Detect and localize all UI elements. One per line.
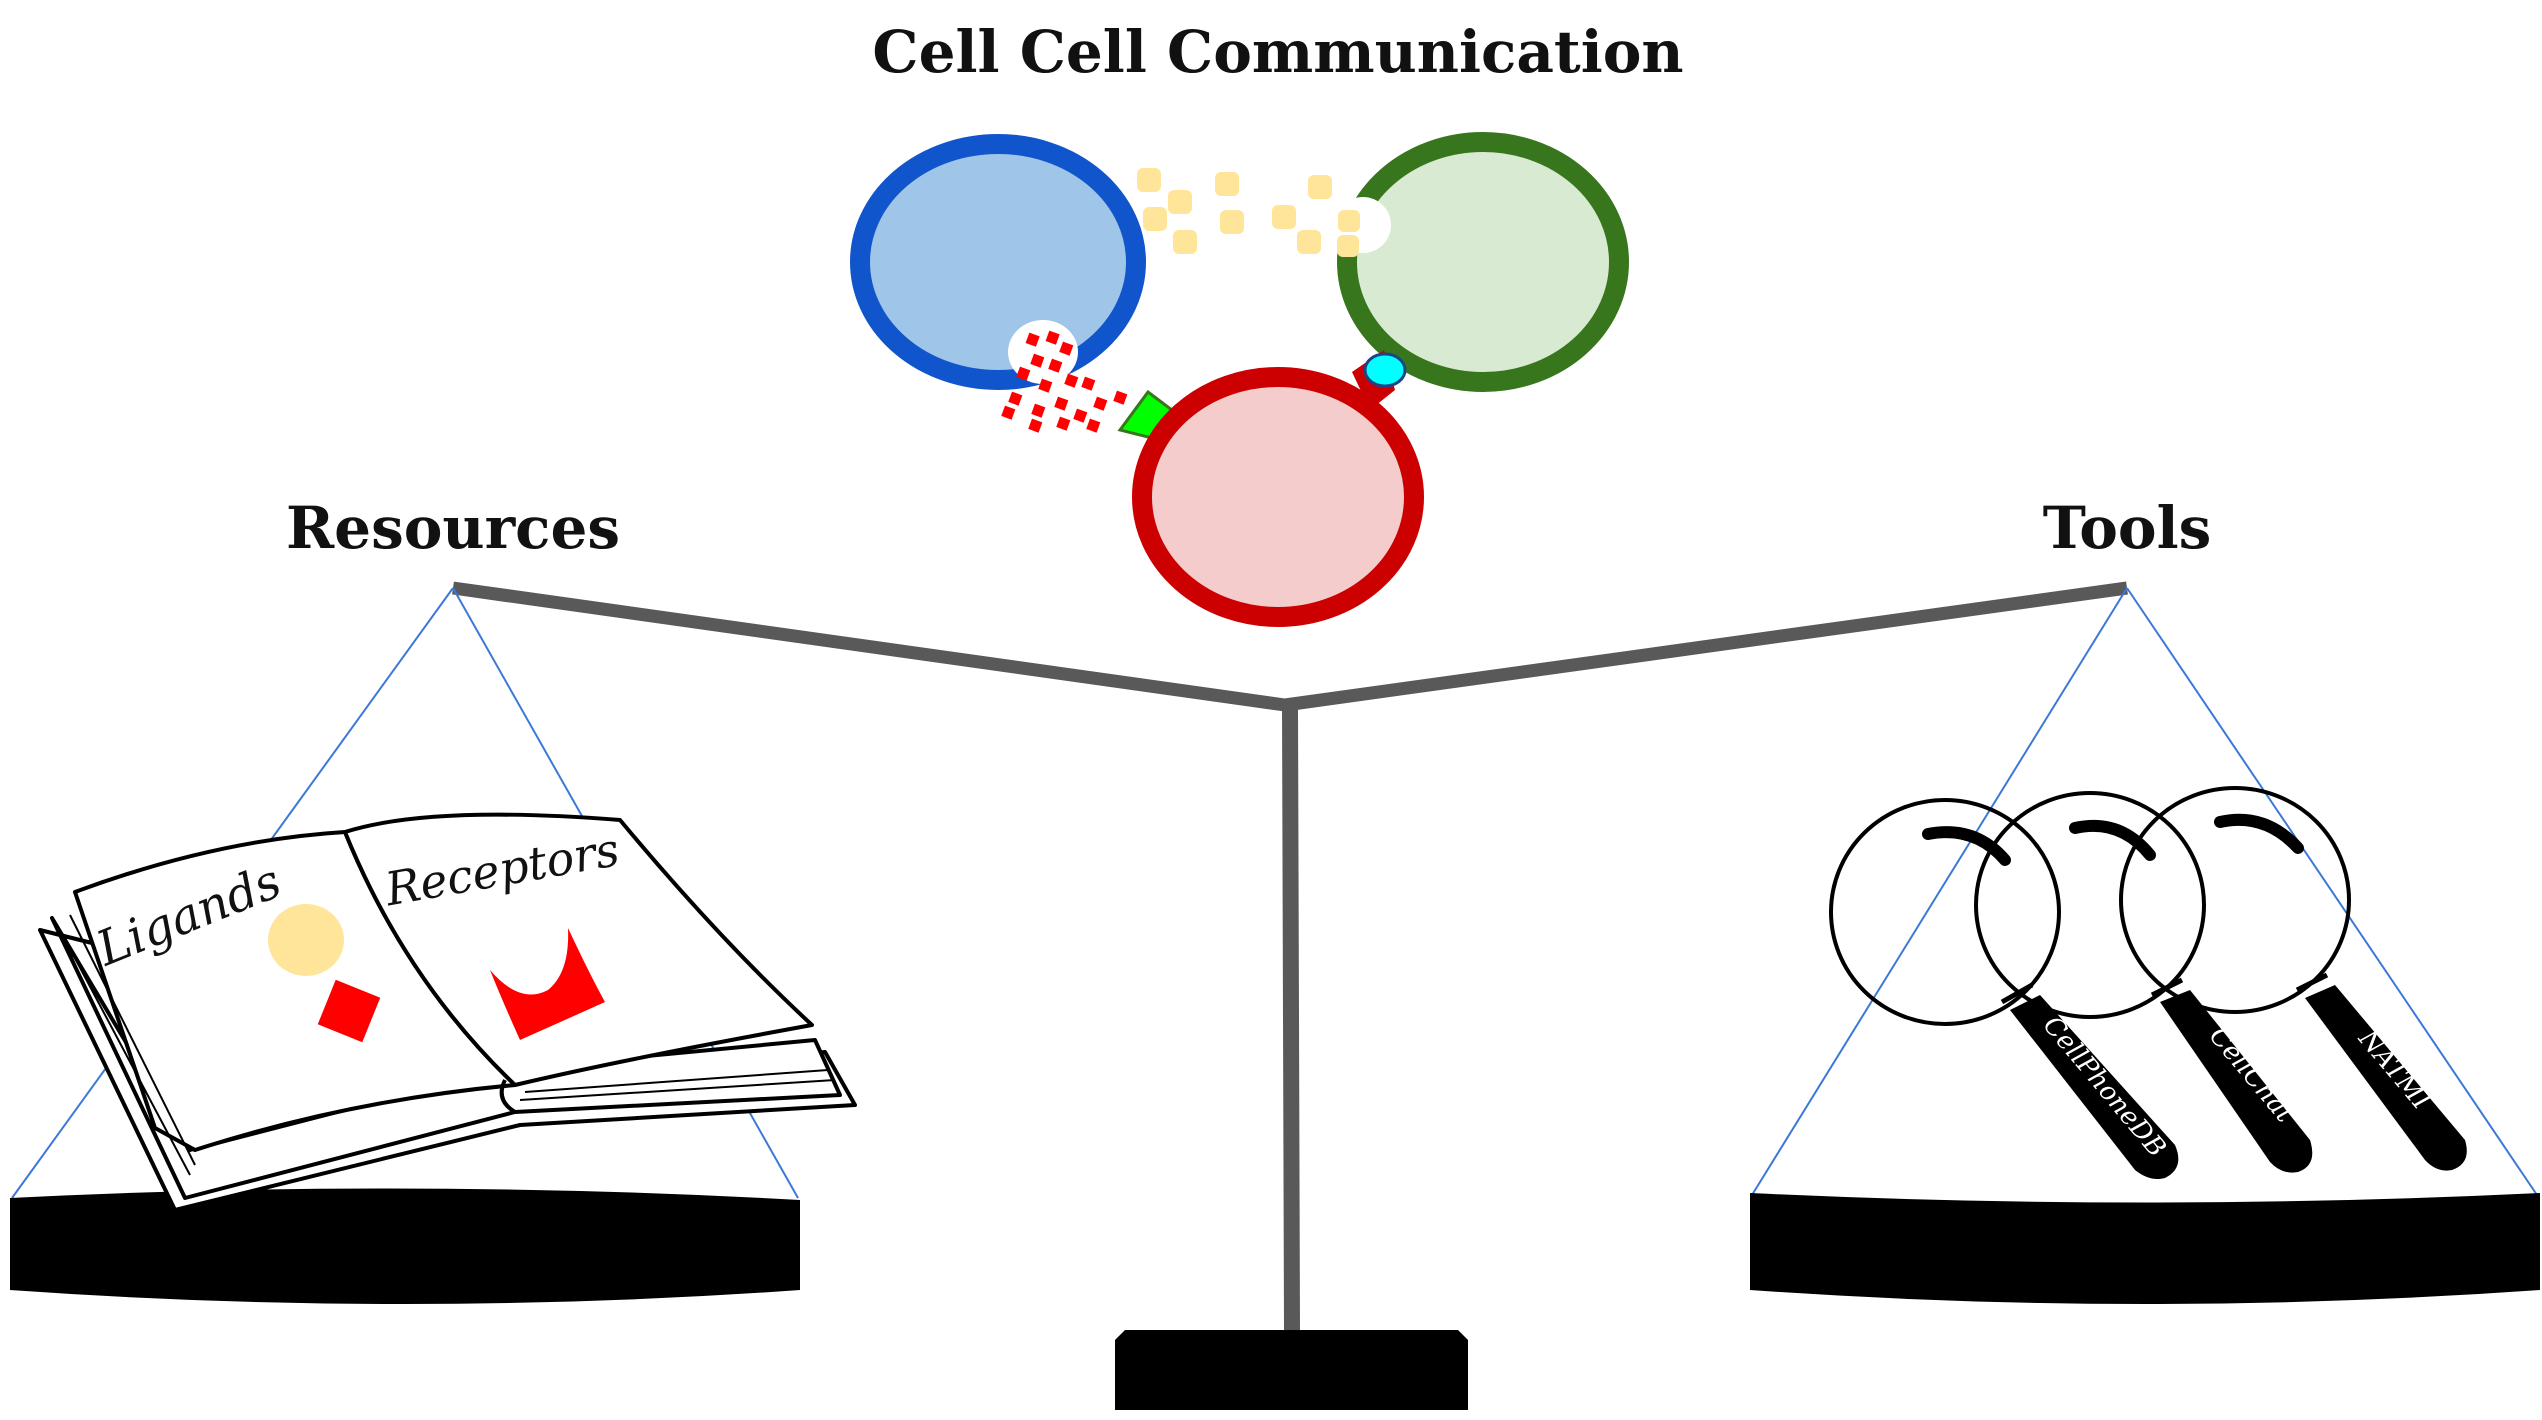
lens-glare [1922, 826, 2011, 866]
red-ligand [1073, 408, 1088, 423]
yellow-ligand [1143, 207, 1167, 231]
yellow-ligand [1220, 210, 1244, 234]
left-pan [10, 1188, 800, 1304]
red-ligand [1001, 405, 1016, 420]
red-ligand [1031, 403, 1046, 418]
resources-label: Resources [286, 494, 620, 562]
red-ligand [1113, 390, 1128, 405]
lens-glare [2069, 819, 2156, 861]
red-ligand [1093, 396, 1108, 411]
red-ligand [1086, 418, 1101, 433]
yellow-ligand [1308, 175, 1332, 199]
book-page-line [519, 1069, 836, 1101]
yellow-ligand [1337, 235, 1359, 257]
yellow-ligands [1137, 168, 1360, 257]
book-page-line [59, 914, 196, 1176]
red-ligand [1045, 330, 1060, 345]
tools-label: Tools [2043, 494, 2212, 562]
yellow-ligand-icon [268, 904, 344, 976]
magnifier-cellchat [1974, 791, 2313, 1173]
book-spine [499, 1079, 517, 1114]
tool-label-cellphonedb: CellPhoneDB [2037, 1011, 2172, 1163]
blue-cell [850, 134, 1146, 390]
yellow-ligand [1168, 190, 1192, 214]
lens-glare [2214, 813, 2304, 854]
red-cell [1132, 367, 1424, 627]
yellow-ligand [1173, 230, 1197, 254]
right-pan-string [2126, 587, 2538, 1196]
yellow-ligand [1297, 230, 1321, 254]
cell-communication-illustration [850, 132, 1629, 627]
magnifier-natmi [2119, 786, 2467, 1171]
green-cell [1337, 132, 1629, 392]
red-ligand [1030, 353, 1045, 368]
book-right-page [343, 812, 814, 1087]
balance-scale [10, 581, 2540, 1410]
red-ligand [1008, 391, 1023, 406]
open-book [38, 812, 857, 1212]
secretion-vesicle-blue [1008, 320, 1078, 384]
red-ligand [1016, 366, 1031, 381]
yellow-ligand [1272, 205, 1296, 229]
red-ligand [1059, 341, 1074, 356]
right-pan [1750, 1193, 2540, 1304]
red-ligand [1056, 416, 1071, 431]
balance-base [1115, 1330, 1468, 1410]
magnifier-handle [2010, 995, 2179, 1179]
red-ligand [1025, 332, 1040, 347]
red-ligand-icon [317, 979, 381, 1043]
handle-ring [2295, 972, 2329, 993]
magnifier-handle [2305, 985, 2467, 1171]
magnifier-handle [2160, 990, 2313, 1173]
magnifier-lens [2119, 786, 2351, 1014]
red-ligand [1038, 378, 1053, 393]
magnifier-lens [1829, 798, 2061, 1026]
red-receptor-icon [490, 928, 605, 1040]
cyan-ligand [1363, 352, 1407, 388]
right-pan-string [1751, 587, 2128, 1196]
red-ligand [1081, 376, 1096, 391]
magnifier-lens [1974, 791, 2206, 1019]
red-ligands [1001, 330, 1128, 433]
red-ligand [1054, 396, 1069, 411]
yellow-ligand [1137, 168, 1161, 192]
red-ligand [1064, 373, 1079, 388]
balance-post [1282, 704, 1300, 1331]
diagram-title: Cell Cell Communication [872, 18, 1683, 86]
yellow-ligand [1338, 210, 1360, 232]
yellow-ligand [1215, 172, 1239, 196]
balance-beam [452, 581, 2128, 712]
red-ligand [1028, 418, 1043, 433]
red-ligand [1048, 358, 1063, 373]
